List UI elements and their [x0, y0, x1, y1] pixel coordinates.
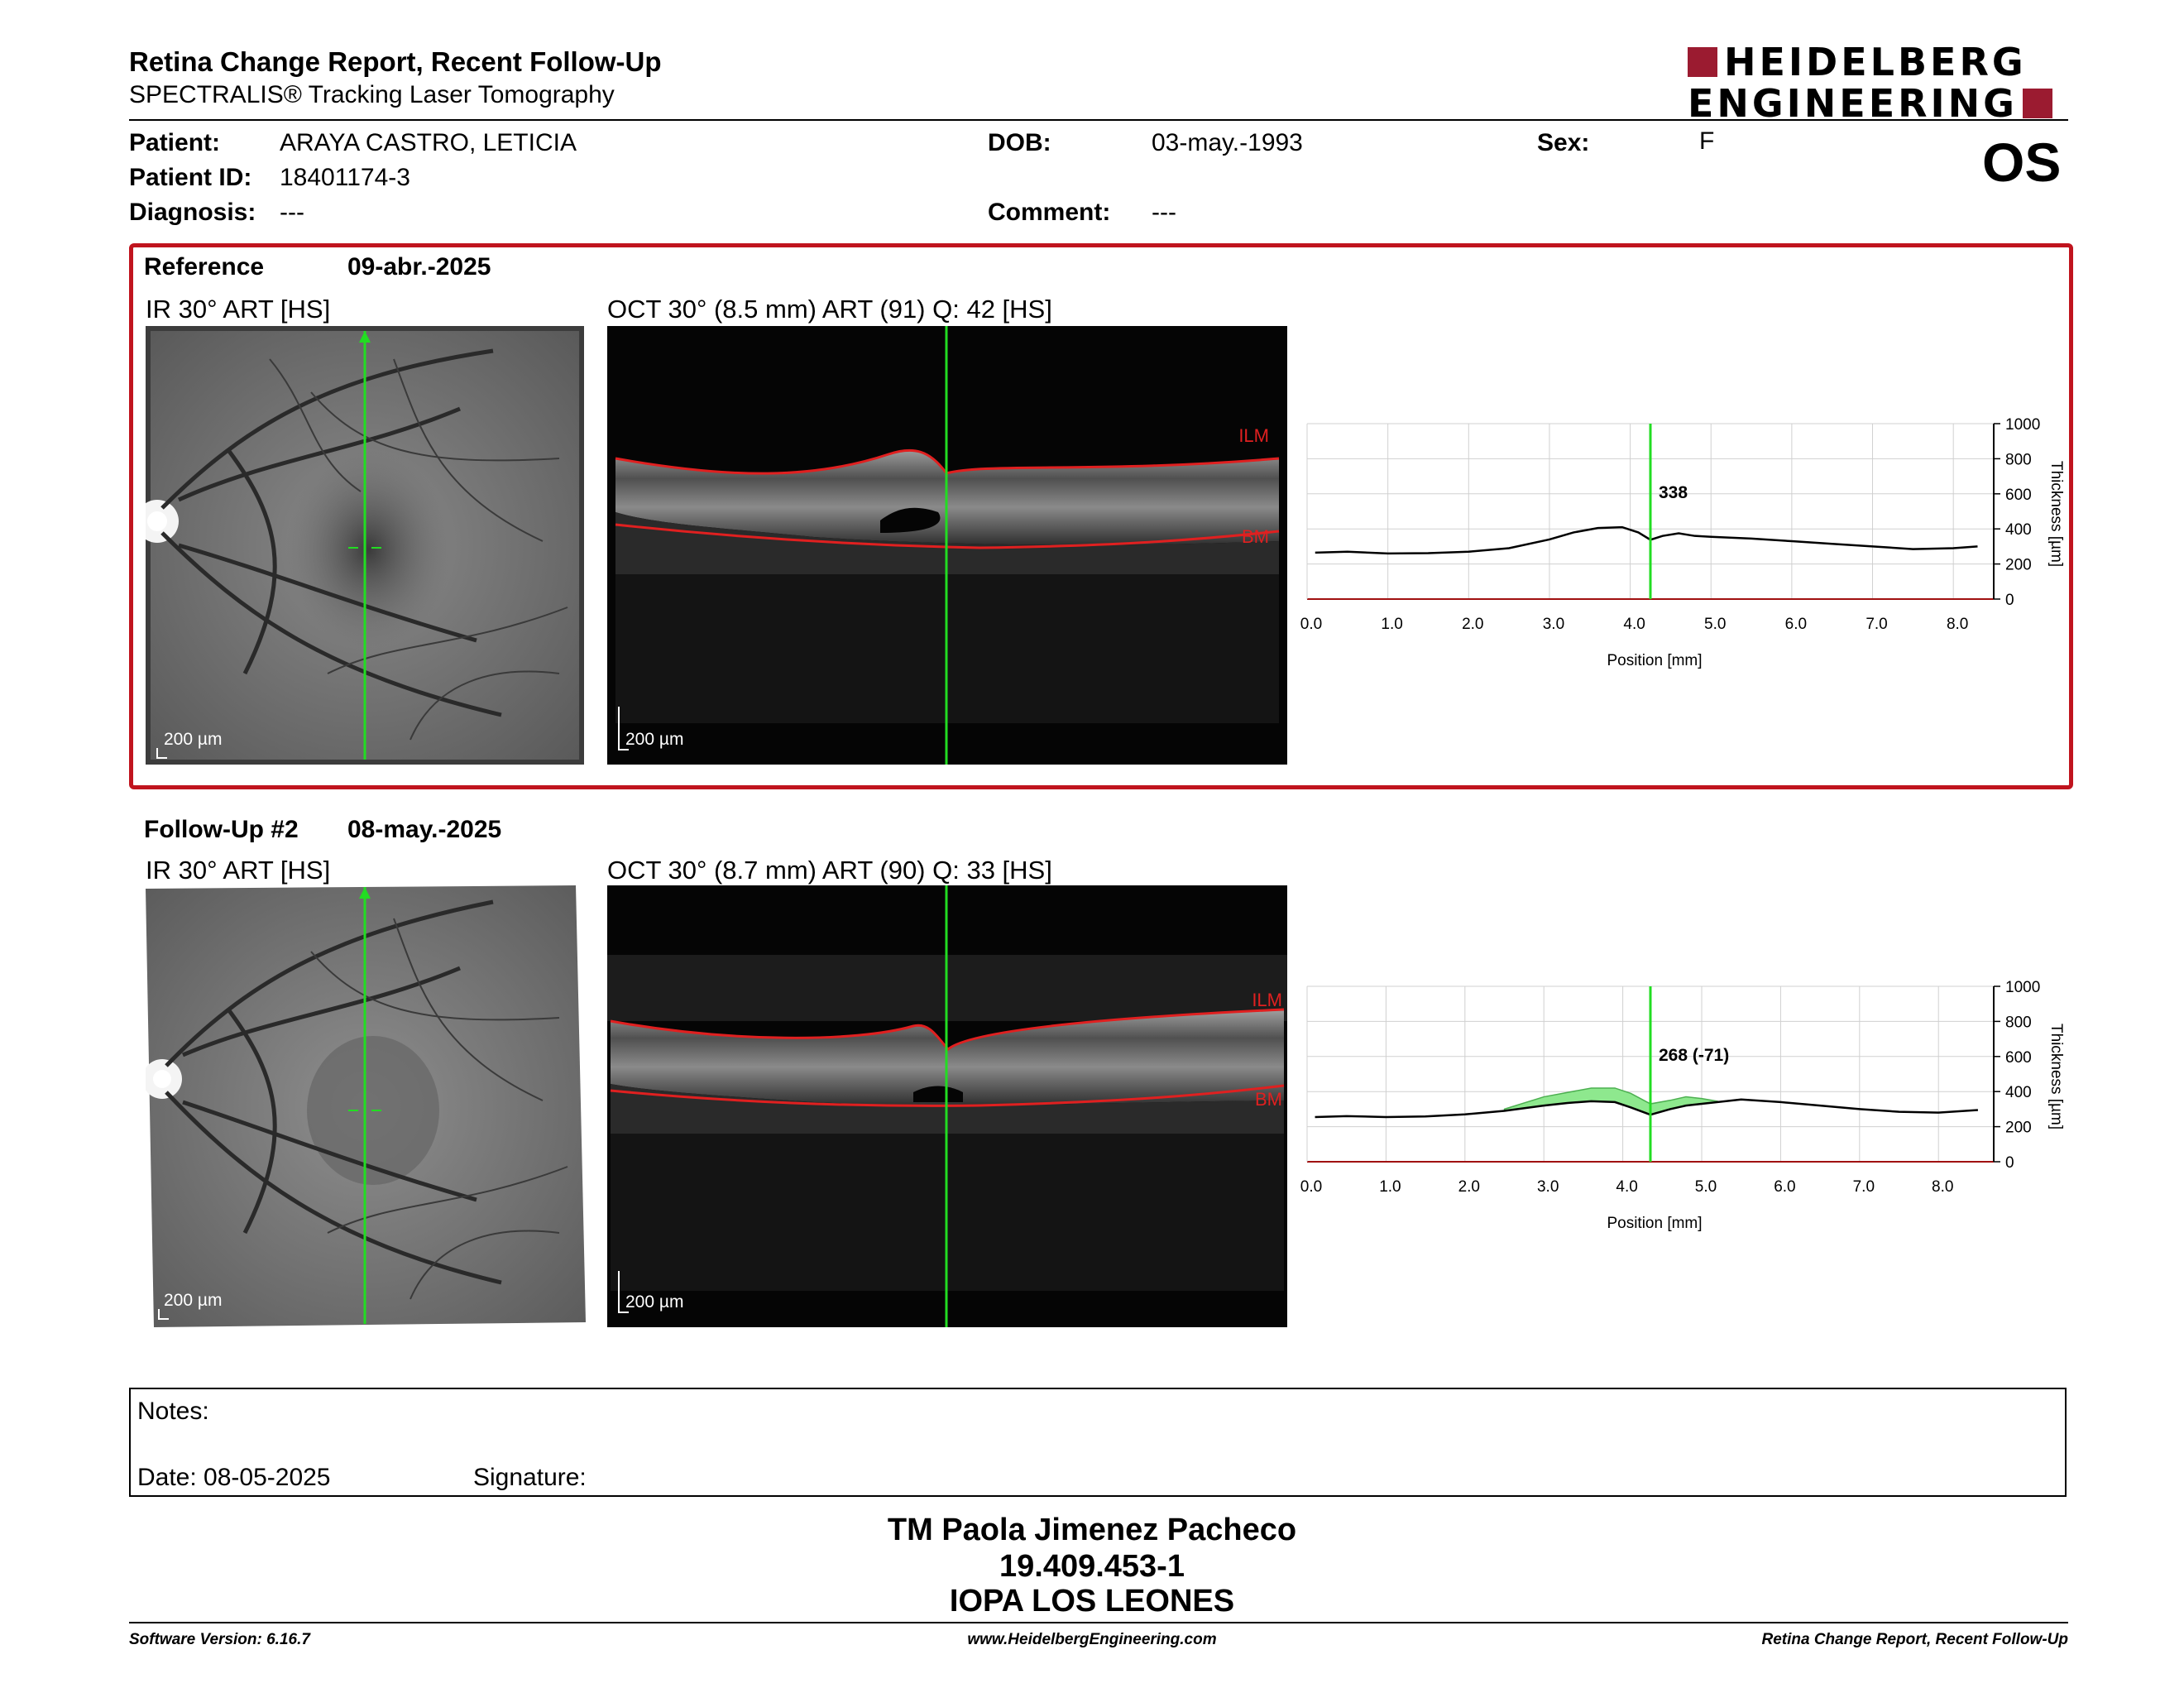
followup-oct-title: OCT 30° (8.7 mm) ART (90) Q: 33 [HS]: [607, 856, 1052, 885]
x-tick-label: 3.0: [1537, 1178, 1559, 1196]
footer-report-name: Retina Change Report, Recent Follow-Up: [1761, 1631, 2068, 1648]
x-tick-label: 4.0: [1616, 1178, 1637, 1196]
header-divider: [129, 119, 2068, 121]
followup-date: 08-may.-2025: [347, 816, 502, 843]
sex-label: Sex:: [1537, 129, 1590, 156]
reference-label: Reference: [144, 253, 265, 281]
reference-ir-scale: 200 µm: [164, 730, 223, 749]
x-tick-label: 1.0: [1381, 616, 1402, 633]
x-tick-label: 8.0: [1947, 616, 1968, 633]
x-tick-label: 7.0: [1853, 1178, 1875, 1196]
svg-text:200 µm: 200 µm: [625, 1292, 683, 1312]
x-tick-label: 1.0: [1379, 1178, 1401, 1196]
y-tick-label: 600: [2005, 1049, 2032, 1067]
signer-name: TM Paola Jimenez Pacheco: [887, 1513, 1297, 1547]
patient-id-label: Patient ID:: [129, 164, 252, 191]
y-tick-label: 400: [2005, 1084, 2032, 1101]
x-tick-label: 8.0: [1932, 1178, 1953, 1196]
y-tick-label: 1000: [2005, 979, 2040, 996]
followup-ir-image: [142, 885, 586, 1327]
reference-thickness-chart: 0 200 400 600 800 1000 0.0 1.0 2.0 3.0 4.0 5.0 6.0 7.…: [1300, 416, 2065, 669]
followup-label: Follow-Up #2: [144, 816, 299, 843]
y-tick-label: 1000: [2005, 416, 2040, 434]
followup-ir-title: IR 30° ART [HS]: [146, 856, 331, 885]
x-tick-label: 4.0: [1623, 616, 1645, 633]
diagnosis-value: ---: [280, 199, 304, 226]
y-tick-label: 800: [2005, 1014, 2032, 1031]
footer-divider: [129, 1622, 2068, 1623]
x-tick-label: 0.0: [1300, 616, 1322, 633]
y-axis-label: Thickness [µm]: [2048, 1024, 2065, 1129]
sex-value: F: [1699, 127, 1715, 155]
website-link[interactable]: www.HeidelbergEngineering.com: [967, 1631, 1217, 1648]
y-tick-label: 200: [2005, 1120, 2032, 1137]
svg-text:ILM: ILM: [1252, 990, 1282, 1010]
x-tick-label: 5.0: [1695, 1178, 1717, 1196]
x-tick-label: 2.0: [1462, 616, 1483, 633]
y-axis-label: Thickness [µm]: [2048, 461, 2065, 567]
report-subtitle: SPECTRALIS® Tracking Laser Tomography: [129, 81, 615, 108]
cursor-value-label: 268 (-71): [1659, 1046, 1729, 1065]
y-tick-label: 0: [2005, 592, 2014, 609]
y-tick-label: 800: [2005, 451, 2032, 468]
cursor-value-label: 338: [1659, 483, 1688, 502]
x-tick-label: 6.0: [1774, 1178, 1795, 1196]
followup-oct-image: ILM BM 200 µm: [607, 885, 1287, 1327]
x-axis-label: Position [mm]: [1607, 652, 1702, 669]
followup-ir-scale: 200 µm: [164, 1291, 223, 1310]
reference-panel: [129, 243, 2073, 789]
reference-oct-title: OCT 30° (8.5 mm) ART (91) Q: 42 [HS]: [607, 295, 1052, 324]
signer-org: IOPA LOS LEONES: [949, 1584, 1235, 1618]
thickness-line: [1315, 1098, 1979, 1119]
x-tick-label: 5.0: [1704, 616, 1726, 633]
logo-square-icon: [2022, 89, 2052, 118]
signer-id: 19.409.453-1: [999, 1549, 1185, 1584]
x-tick-label: 3.0: [1543, 616, 1564, 633]
reference-ir-image: [146, 326, 584, 765]
thickness-line: [1315, 525, 1978, 555]
x-tick-label: 2.0: [1458, 1178, 1480, 1196]
followup-thickness-chart: 0 200 400 600 800 1000 0.0 1.0 2.0 3.0 4.0 5.0 6.0 7.…: [1300, 979, 2065, 1232]
notes-label: Notes:: [137, 1398, 209, 1425]
svg-text:200 µm: 200 µm: [625, 730, 683, 749]
reference-date: 09-abr.-2025: [347, 253, 491, 281]
notes-date: Date: 08-05-2025: [137, 1464, 331, 1491]
x-tick-label: 7.0: [1866, 616, 1887, 633]
signature-label: Signature:: [473, 1464, 587, 1491]
svg-text:ILM: ILM: [1238, 425, 1269, 446]
dob-value: 03-may.-1993: [1152, 129, 1303, 156]
dob-label: DOB:: [988, 129, 1051, 156]
report-title: Retina Change Report, Recent Follow-Up: [129, 46, 662, 77]
y-tick-label: 400: [2005, 521, 2032, 539]
patient-label: Patient:: [129, 129, 221, 156]
patient-name: ARAYA CASTRO, LETICIA: [280, 129, 577, 156]
x-axis-label: Position [mm]: [1607, 1215, 1702, 1232]
reference-oct-image: ILM BM 200 µm: [607, 326, 1287, 765]
logo-square-icon: [1688, 47, 1717, 77]
y-tick-label: 0: [2005, 1154, 2014, 1172]
reference-ir-title: IR 30° ART [HS]: [146, 295, 331, 324]
heidelberg-logo: HEIDELBERG ENGINEERING: [1688, 43, 2068, 122]
y-tick-label: 600: [2005, 487, 2032, 504]
patient-id: 18401174-3: [280, 164, 410, 191]
eye-laterality: OS: [1982, 132, 2062, 193]
y-tick-label: 200: [2005, 557, 2032, 574]
svg-text:BM: BM: [1242, 526, 1269, 547]
comment-label: Comment:: [988, 199, 1111, 226]
comment-value: ---: [1152, 199, 1176, 226]
diagnosis-label: Diagnosis:: [129, 199, 256, 226]
x-tick-label: 0.0: [1300, 1178, 1322, 1196]
software-version: Software Version: 6.16.7: [129, 1631, 310, 1648]
notes-box: Notes: Date: 08-05-2025 Signature:: [129, 1388, 2067, 1497]
svg-text:BM: BM: [1255, 1089, 1282, 1110]
x-tick-label: 6.0: [1785, 616, 1807, 633]
